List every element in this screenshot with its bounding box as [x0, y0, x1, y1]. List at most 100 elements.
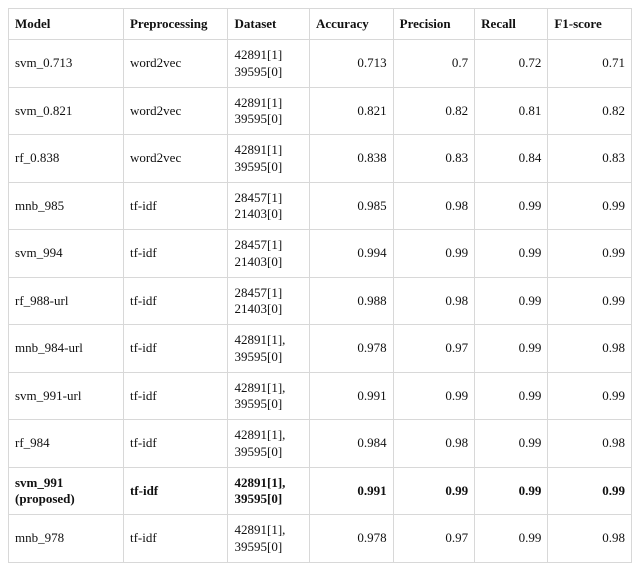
cell-precision: 0.98 — [393, 277, 475, 325]
cell-model: svm_0.821 — [9, 87, 124, 135]
cell-preprocessing: tf-idf — [123, 467, 228, 515]
cell-f1: 0.99 — [548, 182, 632, 230]
cell-model: mnb_978 — [9, 515, 124, 563]
table-row: rf_984tf-idf42891[1],39595[0]0.9840.980.… — [9, 420, 632, 468]
dataset-line1: 42891[1], — [234, 380, 285, 395]
table-row: svm_991 (proposed)tf-idf42891[1],39595[0… — [9, 467, 632, 515]
cell-preprocessing: word2vec — [123, 135, 228, 183]
table-body: svm_0.713word2vec42891[1]39595[0]0.7130.… — [9, 40, 632, 563]
cell-dataset: 42891[1], 39595[0] — [228, 515, 310, 563]
cell-dataset: 42891[1] 39595[0] — [228, 135, 310, 183]
table-row: rf_988-urltf-idf28457[1]21403[0]0.9880.9… — [9, 277, 632, 325]
cell-model: rf_988-url — [9, 277, 124, 325]
dataset-line2: 39595[0] — [234, 64, 282, 79]
header-row: Model Preprocessing Dataset Accuracy Pre… — [9, 9, 632, 40]
cell-dataset: 42891[1]39595[0] — [228, 87, 310, 135]
cell-accuracy: 0.994 — [310, 230, 394, 278]
cell-dataset: 42891[1],39595[0] — [228, 325, 310, 373]
cell-preprocessing: tf-idf — [123, 325, 228, 373]
dataset-line2: 39595[0] — [234, 539, 282, 554]
cell-recall: 0.84 — [475, 135, 548, 183]
cell-recall: 0.81 — [475, 87, 548, 135]
cell-recall: 0.99 — [475, 420, 548, 468]
cell-precision: 0.83 — [393, 135, 475, 183]
col-header-model: Model — [9, 9, 124, 40]
col-header-accuracy: Accuracy — [310, 9, 394, 40]
cell-precision: 0.99 — [393, 230, 475, 278]
cell-precision: 0.98 — [393, 420, 475, 468]
cell-recall: 0.72 — [475, 40, 548, 88]
dataset-line1: 42891[1], — [234, 522, 285, 537]
cell-model: mnb_985 — [9, 182, 124, 230]
dataset-line1: 42891[1], — [234, 427, 285, 442]
cell-preprocessing: word2vec — [123, 40, 228, 88]
cell-dataset: 42891[1],39595[0] — [228, 372, 310, 420]
dataset-line2: 39595[0] — [234, 444, 282, 459]
cell-model: svm_991 (proposed) — [9, 467, 124, 515]
cell-precision: 0.97 — [393, 325, 475, 373]
cell-precision: 0.98 — [393, 182, 475, 230]
table-row: rf_0.838word2vec42891[1]39595[0]0.8380.8… — [9, 135, 632, 183]
col-header-dataset: Dataset — [228, 9, 310, 40]
cell-dataset: 28457[1]21403[0] — [228, 182, 310, 230]
dataset-line1: 42891[1], — [234, 332, 285, 347]
cell-accuracy: 0.978 — [310, 325, 394, 373]
cell-preprocessing: tf-idf — [123, 372, 228, 420]
cell-dataset: 42891[1] 39595[0] — [228, 40, 310, 88]
table-row: svm_0.713word2vec42891[1]39595[0]0.7130.… — [9, 40, 632, 88]
cell-recall: 0.99 — [475, 515, 548, 563]
cell-dataset: 42891[1],39595[0] — [228, 467, 310, 515]
dataset-line2: 39595[0] — [234, 491, 282, 506]
col-header-precision: Precision — [393, 9, 475, 40]
cell-model: svm_991-url — [9, 372, 124, 420]
cell-f1: 0.98 — [548, 325, 632, 373]
col-header-f1: F1-score — [548, 9, 632, 40]
cell-model: mnb_984-url — [9, 325, 124, 373]
dataset-line1: 28457[1] — [234, 285, 282, 300]
cell-model: svm_0.713 — [9, 40, 124, 88]
cell-accuracy: 0.838 — [310, 135, 394, 183]
cell-recall: 0.99 — [475, 467, 548, 515]
cell-precision: 0.97 — [393, 515, 475, 563]
cell-f1: 0.99 — [548, 230, 632, 278]
cell-f1: 0.99 — [548, 372, 632, 420]
cell-precision: 0.99 — [393, 467, 475, 515]
cell-preprocessing: tf-idf — [123, 277, 228, 325]
dataset-line2: 21403[0] — [234, 206, 282, 221]
cell-accuracy: 0.991 — [310, 372, 394, 420]
cell-model: rf_0.838 — [9, 135, 124, 183]
cell-preprocessing: word2vec — [123, 87, 228, 135]
dataset-line2: 21403[0] — [234, 254, 282, 269]
results-table: Model Preprocessing Dataset Accuracy Pre… — [8, 8, 632, 563]
cell-recall: 0.99 — [475, 277, 548, 325]
cell-recall: 0.99 — [475, 182, 548, 230]
cell-f1: 0.98 — [548, 420, 632, 468]
cell-recall: 0.99 — [475, 230, 548, 278]
cell-recall: 0.99 — [475, 372, 548, 420]
table-row: svm_991-urltf-idf42891[1],39595[0]0.9910… — [9, 372, 632, 420]
cell-dataset: 28457[1]21403[0] — [228, 277, 310, 325]
dataset-line2: 39595[0] — [234, 159, 282, 174]
dataset-line1: 28457[1] — [234, 237, 282, 252]
table-row: mnb_984-urltf-idf42891[1],39595[0]0.9780… — [9, 325, 632, 373]
table-row: svm_0.821word2vec42891[1]39595[0]0.8210.… — [9, 87, 632, 135]
dataset-line1: 42891[1] — [234, 95, 282, 110]
cell-accuracy: 0.991 — [310, 467, 394, 515]
cell-f1: 0.82 — [548, 87, 632, 135]
cell-precision: 0.7 — [393, 40, 475, 88]
cell-accuracy: 0.984 — [310, 420, 394, 468]
cell-accuracy: 0.988 — [310, 277, 394, 325]
dataset-line1: 42891[1] — [234, 47, 282, 62]
col-header-recall: Recall — [475, 9, 548, 40]
cell-f1: 0.99 — [548, 277, 632, 325]
cell-recall: 0.99 — [475, 325, 548, 373]
table-row: svm_994tf-idf28457[1]21403[0]0.9940.990.… — [9, 230, 632, 278]
cell-model: svm_994 — [9, 230, 124, 278]
dataset-line2: 39595[0] — [234, 111, 282, 126]
cell-dataset: 28457[1] 21403[0] — [228, 230, 310, 278]
dataset-line2: 39595[0] — [234, 396, 282, 411]
dataset-line2: 21403[0] — [234, 301, 282, 316]
cell-dataset: 42891[1], 39595[0] — [228, 420, 310, 468]
dataset-line1: 42891[1] — [234, 142, 282, 157]
table-row: mnb_978tf-idf42891[1],39595[0]0.9780.970… — [9, 515, 632, 563]
